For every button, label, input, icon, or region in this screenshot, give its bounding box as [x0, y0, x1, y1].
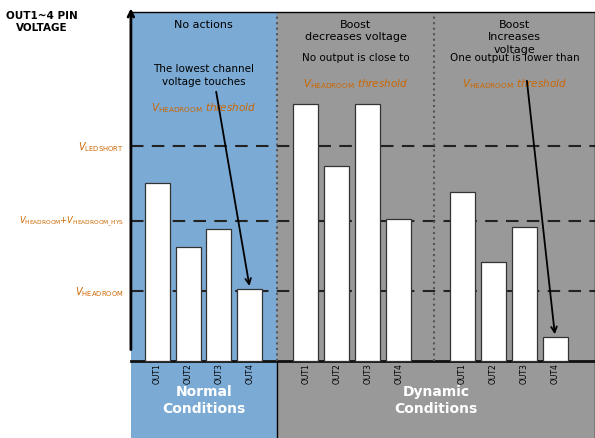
Bar: [277, 13, 595, 361]
Bar: [324, 166, 349, 361]
Bar: [145, 184, 170, 361]
Text: OUT1: OUT1: [458, 362, 467, 383]
Text: OUT4: OUT4: [245, 362, 255, 383]
Text: OUT3: OUT3: [519, 362, 529, 383]
Text: $V_{\rm HEADROOM}$ threshold: $V_{\rm HEADROOM}$ threshold: [303, 77, 408, 90]
Bar: [277, 361, 595, 438]
Text: Boost
Increases
voltage: Boost Increases voltage: [488, 20, 541, 54]
Text: OUT2: OUT2: [183, 362, 193, 383]
Bar: [450, 193, 475, 361]
Text: $V_{\rm HEADROOM}$: $V_{\rm HEADROOM}$: [75, 284, 124, 298]
Text: OUT2: OUT2: [332, 362, 342, 383]
Bar: [237, 289, 262, 361]
Bar: [206, 230, 231, 361]
Bar: [386, 219, 411, 361]
Text: No output is close to: No output is close to: [302, 53, 409, 76]
Bar: [176, 247, 201, 361]
Bar: [131, 13, 277, 361]
Text: OUT3: OUT3: [214, 362, 224, 383]
Text: OUT1: OUT1: [152, 362, 162, 383]
Text: The lowest channel
voltage touches: The lowest channel voltage touches: [154, 64, 254, 100]
Text: OUT3: OUT3: [363, 362, 372, 383]
Text: OUT2: OUT2: [488, 362, 498, 383]
Text: $V_{\rm HEADROOM}$ threshold: $V_{\rm HEADROOM}$ threshold: [151, 101, 256, 114]
Text: Boost
decreases voltage: Boost decreases voltage: [305, 20, 406, 42]
Text: No actions: No actions: [174, 20, 233, 30]
Text: $V_{\rm HEADROOM}$+$V_{\rm HEADROOM\_HYS}$: $V_{\rm HEADROOM}$+$V_{\rm HEADROOM\_HYS…: [19, 214, 124, 228]
Text: One output is lower than: One output is lower than: [450, 53, 580, 76]
Bar: [543, 337, 568, 361]
Text: $V_{\rm LEDSHORT}$: $V_{\rm LEDSHORT}$: [78, 140, 124, 154]
Bar: [481, 263, 506, 361]
Text: Dynamic
Conditions: Dynamic Conditions: [394, 385, 477, 415]
Text: OUT1: OUT1: [301, 362, 311, 383]
Text: OUT4: OUT4: [550, 362, 560, 383]
Bar: [355, 105, 380, 361]
Text: OUT4: OUT4: [394, 362, 403, 383]
Text: $V_{\rm HEADROOM}$ threshold: $V_{\rm HEADROOM}$ threshold: [462, 77, 567, 90]
Bar: [293, 105, 318, 361]
Text: OUT1~4 PIN
VOLTAGE: OUT1~4 PIN VOLTAGE: [6, 11, 78, 32]
Bar: [512, 228, 537, 361]
Bar: [131, 361, 277, 438]
Text: Normal
Conditions: Normal Conditions: [162, 385, 245, 415]
